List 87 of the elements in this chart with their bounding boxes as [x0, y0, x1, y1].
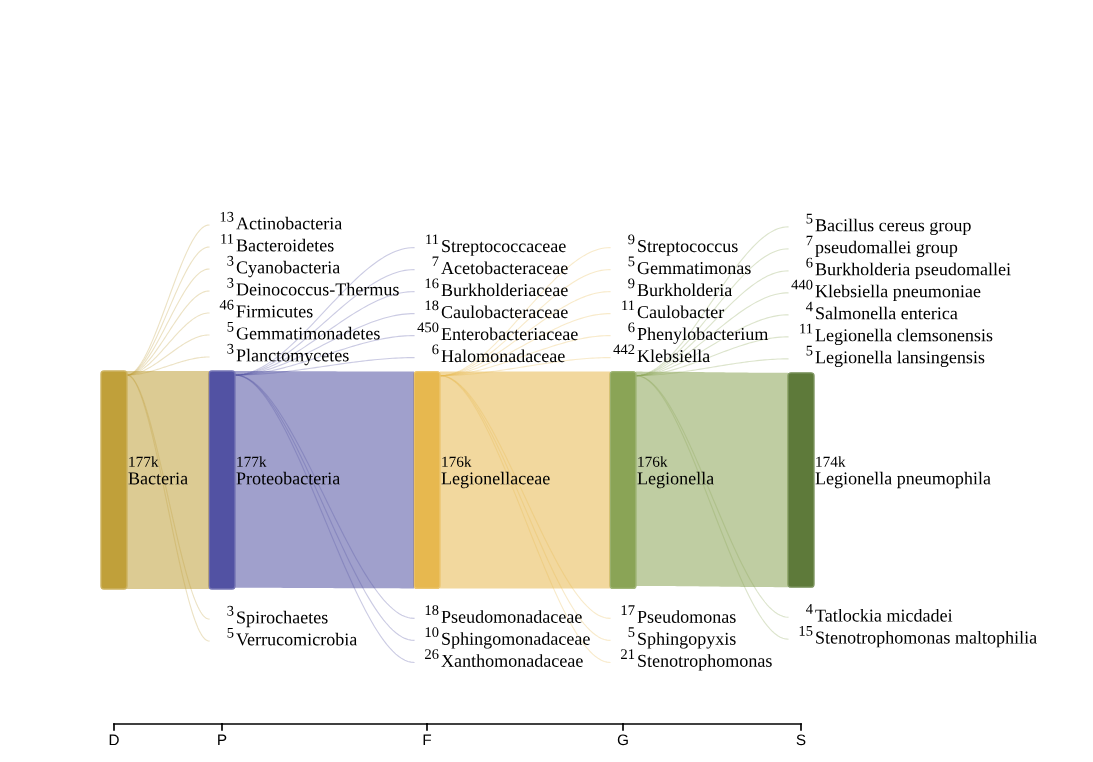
data-label: 3 — [227, 255, 234, 266]
data-label: 5 — [806, 345, 813, 356]
category-label: Gemmatimonadetes — [236, 326, 380, 340]
text: F — [423, 734, 432, 746]
category-label: Acetobacteraceae — [441, 261, 568, 275]
data-label: 11 — [622, 300, 635, 311]
data-label: 4 — [805, 604, 813, 614]
category-label: Legionellaceae — [441, 471, 550, 489]
category-label: Stenotrophomonas — [638, 654, 772, 671]
category-label: Deinococcus-Thermus — [236, 282, 399, 296]
text: G — [617, 734, 628, 746]
data-label: 5 — [227, 321, 234, 332]
data-label: 16 — [425, 278, 439, 289]
category-label: Xanthomonadaceae — [441, 654, 583, 667]
data-label: 3 — [227, 277, 234, 288]
category-label: Halomonadaceae — [441, 349, 565, 363]
category-label: Bacteria — [128, 472, 188, 485]
category-label: Caulobacter — [637, 305, 725, 319]
category-label: Streptococcaceae — [442, 240, 566, 256]
category-label: Tatlockia micdadei — [815, 608, 953, 622]
data-label: 26 — [425, 649, 439, 660]
data-label: 177k — [129, 456, 159, 467]
category-label: Klebsiella — [637, 349, 710, 363]
data-label: 9 — [628, 278, 635, 289]
category-label: Legionella lansingensis — [815, 350, 985, 368]
text: D — [109, 734, 119, 746]
data-label: 10 — [425, 627, 439, 638]
data-label: 7 — [806, 235, 813, 246]
data-label: 3 — [227, 343, 234, 354]
data-label: 5 — [806, 213, 813, 224]
category-label: Streptococcus — [638, 240, 738, 256]
data-label: 6 — [806, 257, 813, 268]
data-label: 9 — [628, 234, 635, 245]
data-label: 11 — [221, 233, 234, 244]
text: S — [796, 734, 806, 746]
data-label: 174k — [816, 456, 846, 467]
category-label: Caulobacteraceae — [441, 305, 568, 319]
data-label: 18 — [425, 605, 439, 616]
data-label: 18 — [425, 300, 439, 311]
category-label: Burkholderiaceae — [441, 283, 568, 297]
category-label: Pseudomonadaceae — [441, 610, 582, 623]
data-label: 442 — [613, 344, 635, 355]
data-label: 46 — [219, 299, 234, 310]
category-label: Sphingopyxis — [638, 632, 736, 649]
category-label: Proteobacteria — [236, 471, 341, 485]
category-label: Legionella clemsonensis — [815, 328, 993, 346]
data-label: 177k — [237, 456, 267, 467]
data-label: 5 — [227, 627, 234, 638]
category-label: Sphingomonadaceae — [442, 632, 590, 649]
category-label: Pseudomonas — [637, 610, 736, 623]
category-label: Phenylobacterium — [637, 327, 769, 344]
category-label: pseudomallei group — [815, 240, 958, 258]
data-label: 3 — [227, 605, 234, 616]
data-label: 450 — [417, 322, 439, 333]
category-label: Enterobacteriaceae — [441, 327, 578, 341]
data-label: 6 — [628, 322, 635, 333]
category-label: Legionella pneumophila — [815, 471, 991, 489]
data-label: 11 — [800, 323, 813, 334]
data-label: 11 — [426, 234, 439, 245]
category-label: Salmonella enterica — [816, 306, 958, 320]
data-label: 5 — [628, 256, 635, 267]
category-label: Burkholderia pseudomallei — [815, 262, 1011, 280]
category-label: Klebsiella pneumoniae — [815, 284, 981, 302]
category-label: Burkholderia — [637, 283, 733, 297]
text: P — [218, 734, 227, 746]
category-label: Planctomycetes — [236, 348, 349, 366]
data-label: 13 — [220, 211, 234, 222]
category-label: Firmicutes — [236, 305, 313, 318]
category-label: Bacteroidetes — [236, 238, 334, 252]
data-label: 176k — [442, 456, 472, 467]
data-label: 21 — [621, 649, 635, 659]
category-label: Verrucomicrobia — [236, 632, 358, 646]
data-label: 7 — [432, 256, 439, 267]
category-label: Stenotrophomonas maltophilia — [816, 630, 1037, 648]
data-label: 15 — [799, 626, 813, 636]
category-label: Actinobacteria — [236, 216, 343, 230]
category-label: Legionella — [637, 471, 714, 489]
data-label: 4 — [805, 301, 813, 312]
data-label: 17 — [621, 605, 635, 615]
category-label: Cyanobacteria — [236, 260, 341, 278]
category-label: Gemmatimonas — [637, 262, 751, 275]
category-label: Bacillus cereus group — [815, 218, 971, 236]
data-label: 440 — [791, 279, 813, 290]
data-label: 176k — [638, 456, 668, 467]
data-label: 6 — [432, 344, 439, 355]
category-label: Spirochaetes — [237, 610, 328, 628]
data-label: 5 — [628, 627, 635, 638]
